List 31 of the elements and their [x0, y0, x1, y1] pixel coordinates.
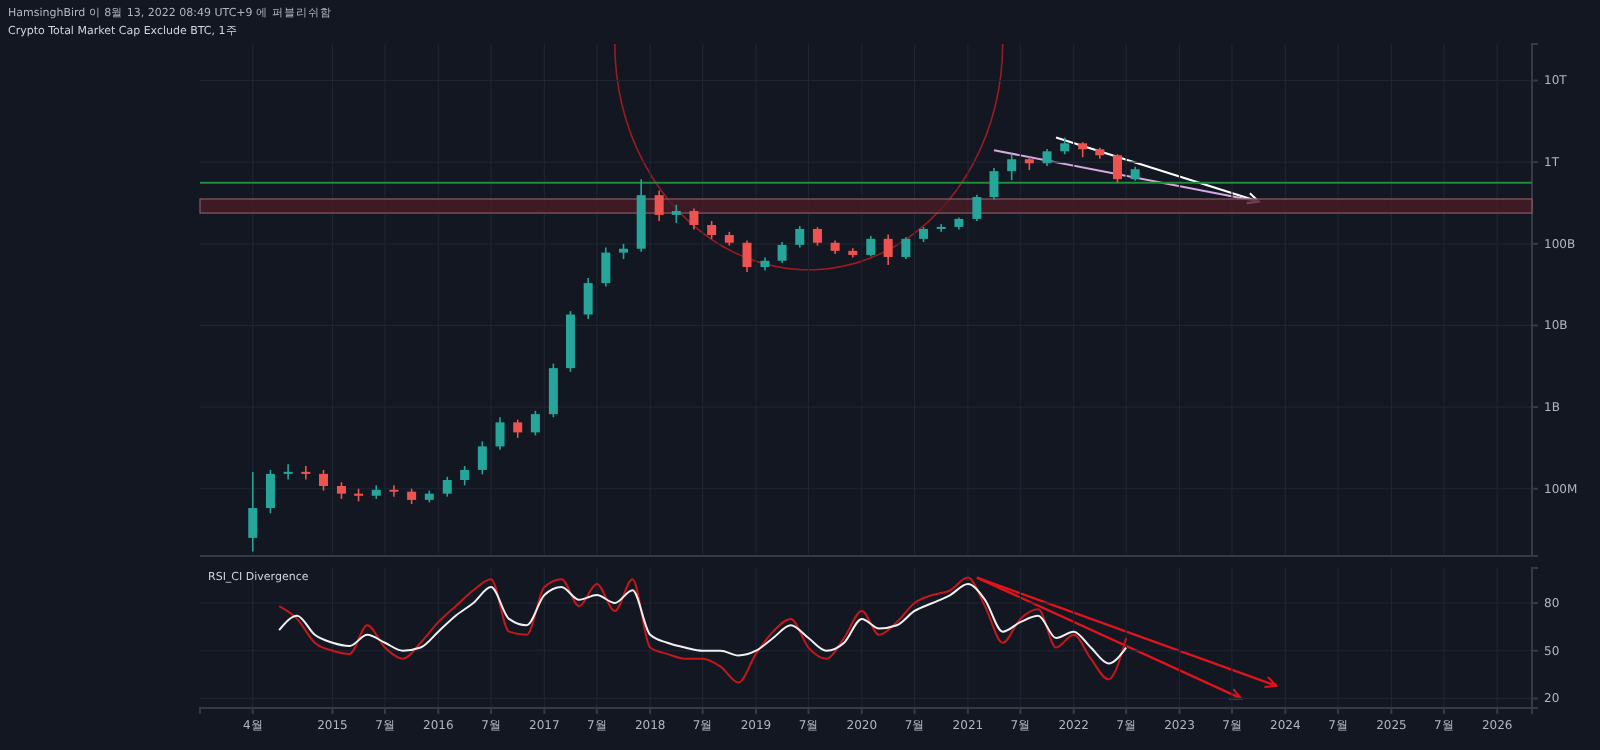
candlestick [1007, 153, 1017, 182]
candlestick [548, 362, 558, 419]
candlestick [901, 236, 911, 260]
candlestick [389, 484, 399, 498]
candlestick [777, 241, 787, 264]
candlestick [583, 277, 593, 320]
candlestick [460, 465, 470, 487]
candlestick [477, 440, 487, 476]
candlestick [318, 469, 328, 492]
candlestick [301, 465, 311, 481]
candlestick [442, 476, 452, 498]
candlestick [812, 226, 822, 247]
candlestick [248, 471, 258, 553]
candlestick [689, 207, 699, 231]
candlestick [883, 233, 893, 266]
candlestick [601, 246, 611, 288]
candlestick [936, 223, 946, 233]
candlestick [972, 193, 982, 222]
candlestick [795, 225, 805, 249]
candlestick [671, 204, 681, 224]
candlestick [513, 418, 523, 439]
candlestick [283, 463, 293, 481]
candlestick [1112, 153, 1122, 184]
candlestick [495, 416, 505, 451]
candlestick [265, 469, 275, 515]
candlestick [989, 167, 999, 201]
candlestick [866, 235, 876, 258]
line-series [278, 582, 1128, 665]
candlestick [530, 410, 540, 437]
candlestick [742, 239, 752, 273]
candlestick [654, 189, 664, 222]
